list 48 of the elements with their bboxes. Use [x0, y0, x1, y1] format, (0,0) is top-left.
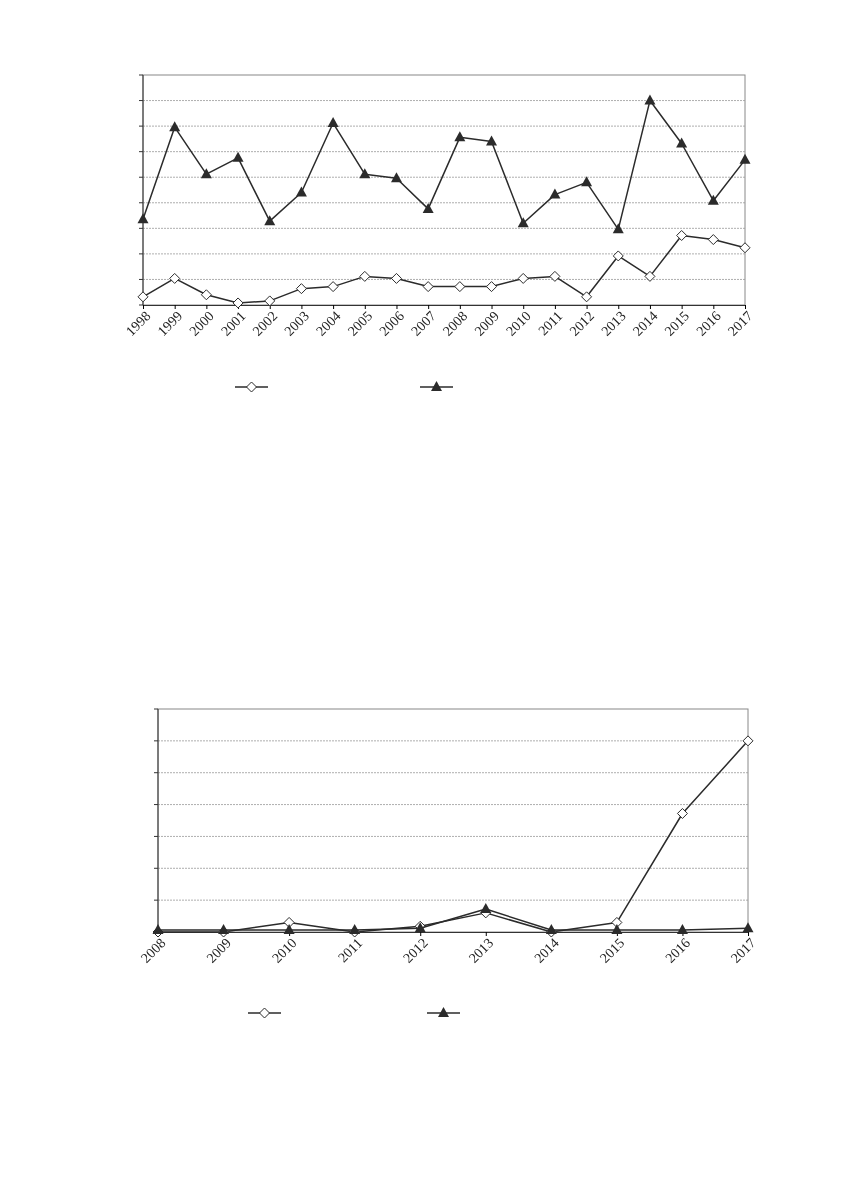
point — [742, 735, 754, 747]
point — [169, 121, 181, 132]
point — [549, 188, 561, 199]
point — [390, 272, 402, 284]
point — [283, 924, 295, 935]
point — [676, 807, 688, 819]
point — [422, 202, 434, 213]
point — [644, 94, 656, 105]
point — [739, 242, 751, 254]
point — [232, 297, 244, 309]
point — [454, 281, 466, 293]
point — [517, 272, 529, 284]
point — [581, 291, 593, 303]
point — [611, 916, 623, 928]
point — [739, 153, 751, 164]
point — [264, 295, 276, 307]
point — [676, 924, 688, 935]
point — [486, 281, 498, 293]
point — [169, 272, 181, 284]
point — [676, 229, 688, 241]
point — [295, 186, 307, 197]
point — [295, 283, 307, 295]
point — [232, 151, 244, 162]
point — [707, 194, 719, 205]
point — [644, 270, 656, 282]
point — [359, 270, 371, 282]
point — [707, 234, 719, 246]
point — [327, 117, 339, 128]
point — [612, 250, 624, 262]
point — [422, 281, 434, 293]
point — [480, 903, 492, 914]
point — [742, 922, 754, 933]
point — [283, 916, 295, 928]
point — [486, 135, 498, 146]
point — [549, 270, 561, 282]
point — [137, 213, 149, 224]
point — [581, 176, 593, 187]
point — [327, 281, 339, 293]
point — [454, 131, 466, 142]
point — [612, 223, 624, 234]
point — [611, 924, 623, 935]
point — [200, 289, 212, 301]
point — [200, 168, 212, 179]
point — [264, 215, 276, 226]
point — [390, 172, 402, 183]
point — [359, 168, 371, 179]
point — [517, 217, 529, 228]
point — [137, 291, 149, 303]
